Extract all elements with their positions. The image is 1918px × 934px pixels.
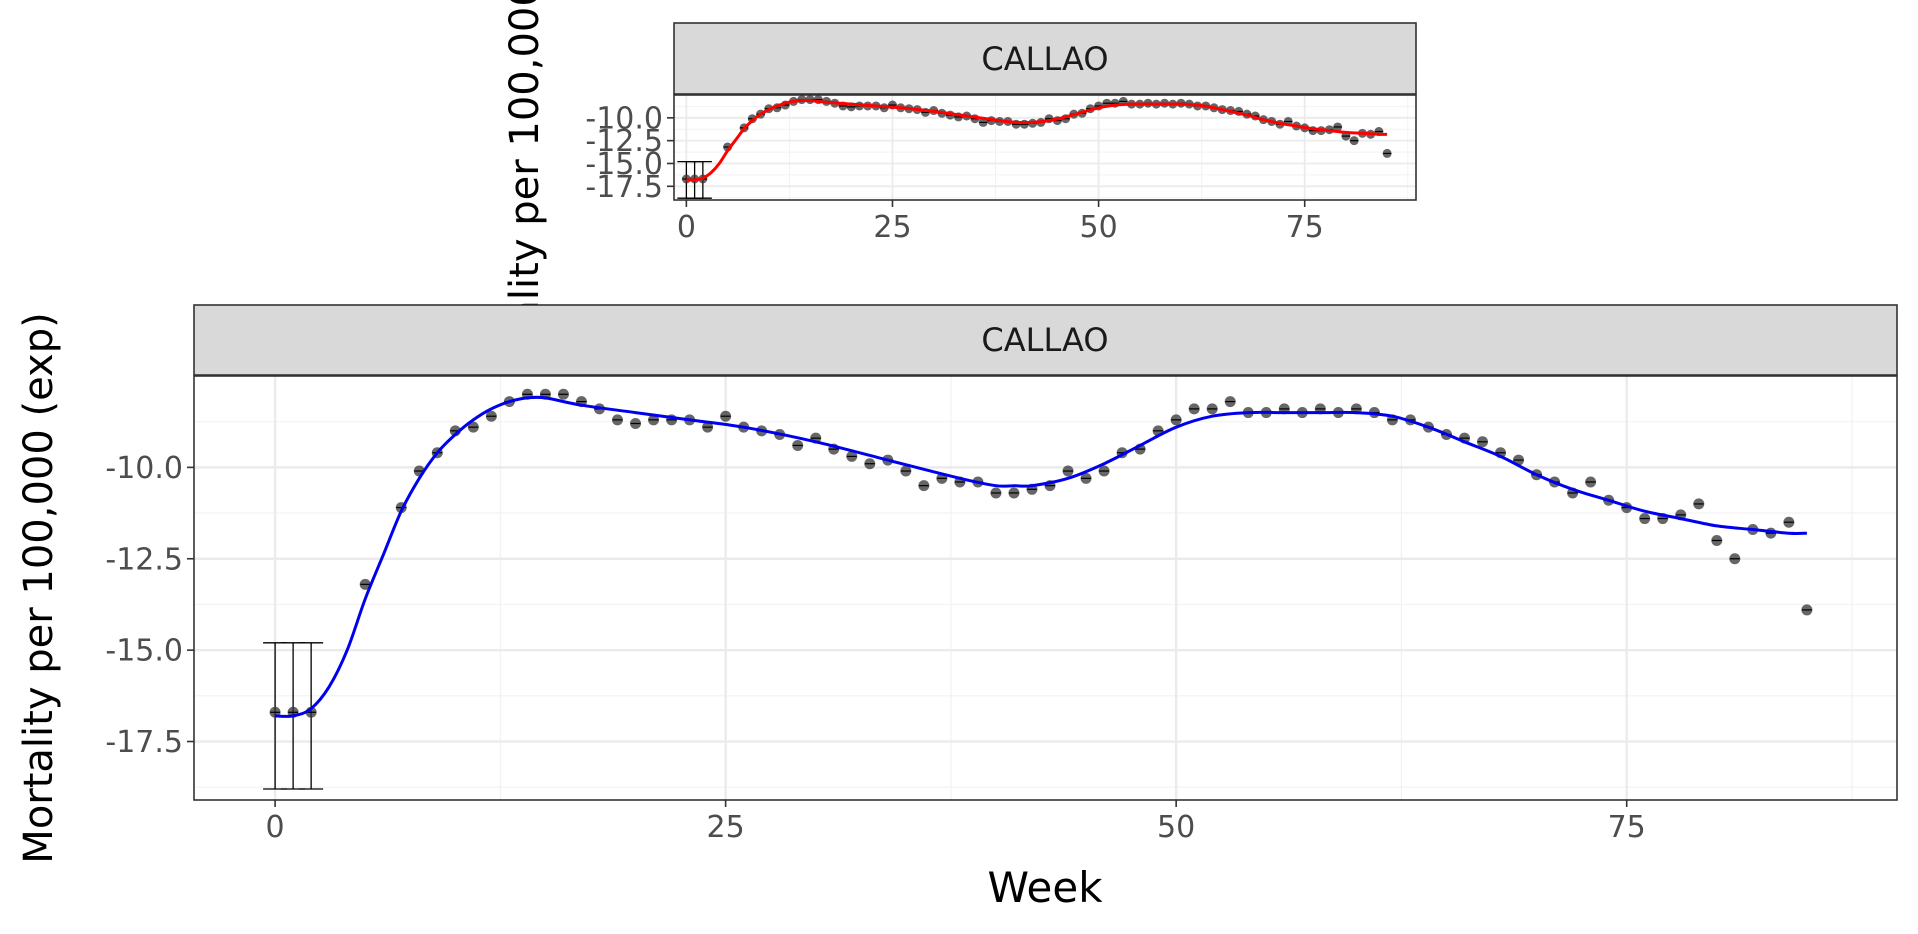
fit-line-blue: [275, 395, 1807, 718]
inset-plot-background: [674, 95, 1416, 200]
inset-panel-border: [673, 94, 1417, 201]
x-tick-label: 50: [1079, 210, 1117, 245]
y-axis-title: Mortality per 100,000 (exp): [16, 312, 62, 863]
fit-line-red: [686, 98, 1388, 182]
y-tick-label: -17.5: [585, 170, 663, 205]
x-tick-label: 0: [677, 210, 696, 245]
y-tick-label: -15.0: [585, 147, 663, 182]
y-tick-label: -17.5: [105, 725, 183, 760]
x-axis-title: Week: [987, 863, 1103, 912]
y-tick-label: -10.0: [105, 451, 183, 486]
y-tick-label: -10.0: [585, 101, 663, 136]
main-panel: CALLAO 0 25 50 75 -10.0 -12.5 -15.0 -17.5 Week…: [16, 304, 1898, 912]
y-tick-label: -15.0: [105, 634, 183, 669]
x-tick-label: 25: [873, 210, 911, 245]
y-tick-label: -12.5: [105, 542, 183, 577]
x-tick-label: 75: [1608, 810, 1646, 845]
x-tick-label: 0: [266, 810, 285, 845]
inset-facet-label: CALLAO: [981, 40, 1108, 78]
x-tick-label: 25: [707, 810, 745, 845]
y-tick-label: -12.5: [585, 124, 663, 159]
main-strip: [193, 304, 1898, 376]
x-tick-label: 50: [1157, 810, 1195, 845]
main-panel-border: [193, 375, 1898, 801]
inset-panel: CALLAO 0 25 50 75 -10.0-12.5-15.0-17.5 Mort…: [502, 0, 1417, 416]
main-facet-label: CALLAO: [981, 321, 1108, 359]
main-plot-background: [194, 376, 1897, 800]
inset-strip: [673, 22, 1417, 95]
x-tick-label: 75: [1286, 210, 1324, 245]
